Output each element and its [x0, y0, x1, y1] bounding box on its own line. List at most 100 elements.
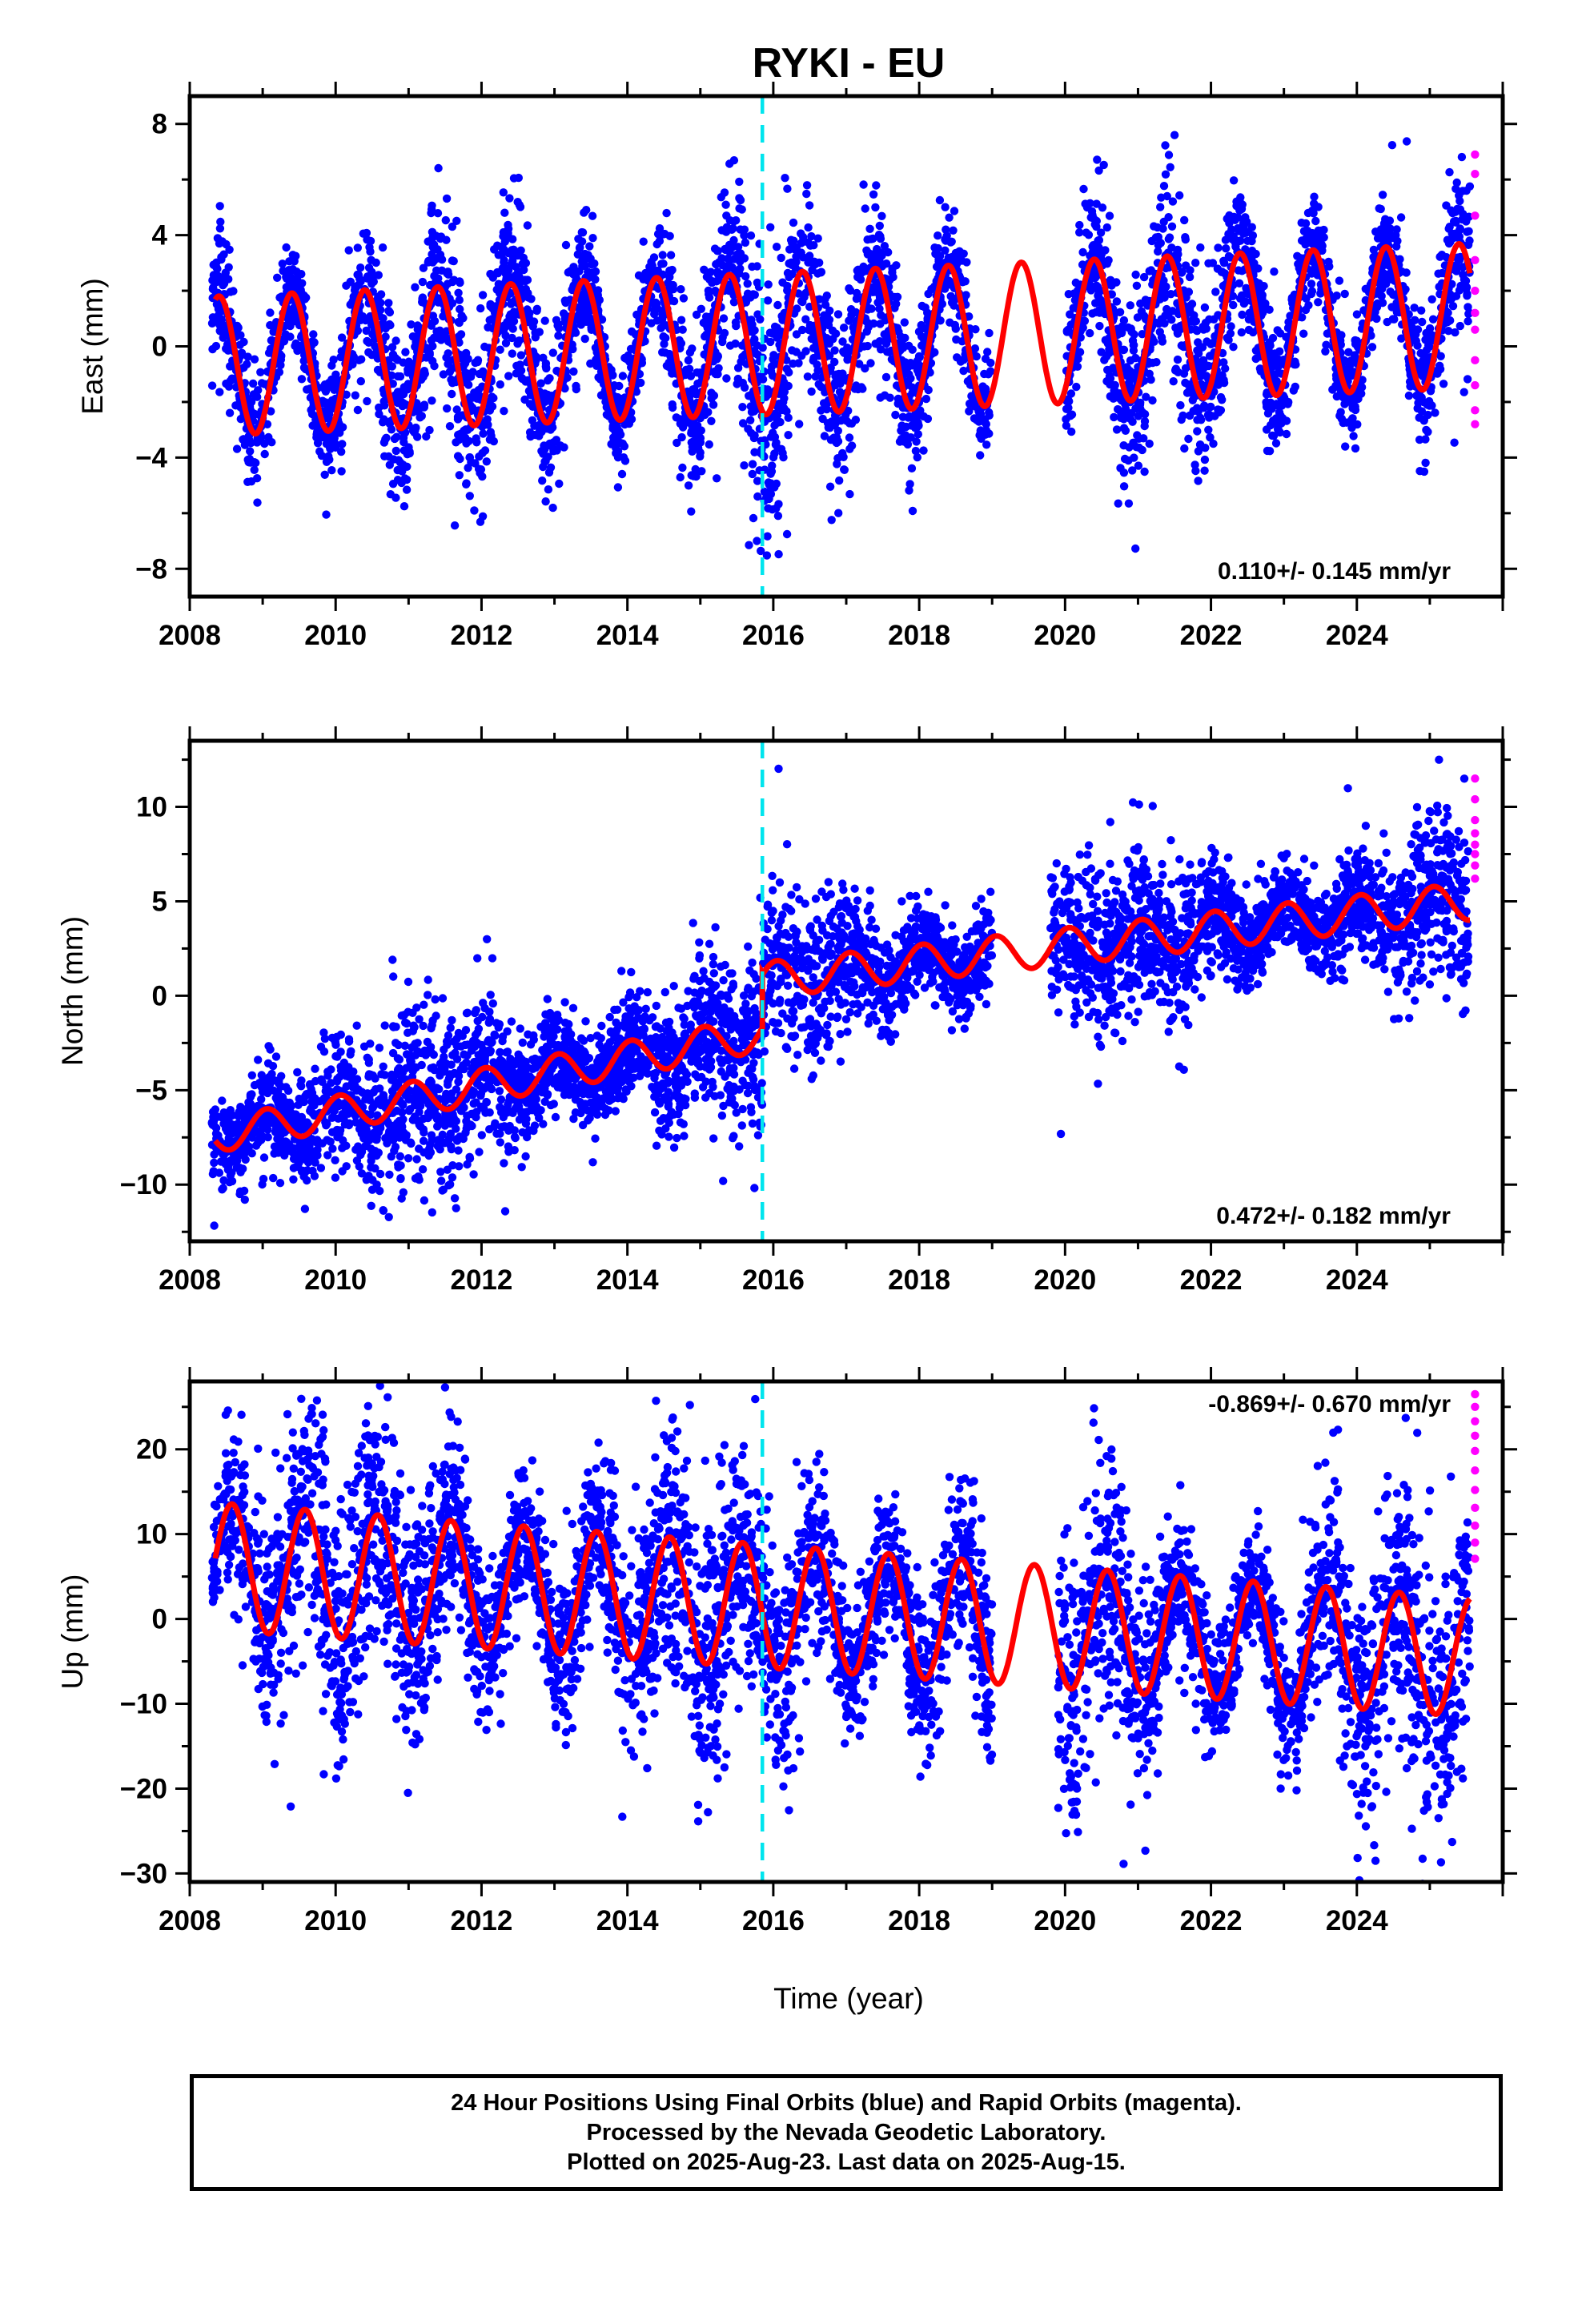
- final-point: [349, 292, 358, 301]
- final-point: [985, 328, 994, 338]
- final-point: [386, 490, 395, 499]
- final-point: [1134, 461, 1143, 470]
- final-point: [1453, 204, 1462, 213]
- final-point: [1126, 414, 1135, 424]
- final-point: [1407, 323, 1416, 332]
- final-point: [658, 251, 667, 259]
- final-point: [875, 221, 885, 231]
- final-point: [803, 372, 813, 381]
- final-point: [1197, 993, 1207, 1002]
- final-point: [877, 345, 885, 354]
- final-point: [753, 492, 762, 501]
- final-point: [540, 389, 549, 398]
- final-point: [443, 404, 452, 413]
- final-point: [411, 283, 420, 292]
- final-point: [782, 364, 791, 373]
- final-point: [905, 486, 913, 495]
- final-point: [1099, 160, 1108, 170]
- final-point: [555, 479, 564, 489]
- final-point: [832, 432, 841, 442]
- final-point: [317, 451, 327, 460]
- final-point: [1404, 391, 1414, 400]
- final-point: [877, 211, 886, 220]
- final-point: [817, 406, 825, 415]
- final-point: [1132, 281, 1142, 290]
- final-point: [478, 291, 488, 300]
- final-point: [815, 258, 824, 267]
- final-point: [1211, 332, 1219, 341]
- final-point: [1428, 315, 1438, 324]
- final-point: [1185, 272, 1195, 282]
- final-point: [1150, 222, 1158, 231]
- final-point: [687, 428, 696, 438]
- final-point: [707, 416, 716, 425]
- rapid-point: [1471, 420, 1480, 428]
- final-point: [439, 370, 448, 379]
- final-point: [1197, 360, 1206, 369]
- final-point: [689, 385, 697, 394]
- final-point: [1264, 348, 1273, 356]
- final-point: [1126, 356, 1135, 365]
- final-point: [520, 395, 529, 404]
- final-point: [445, 368, 455, 376]
- final-point: [678, 463, 687, 472]
- final-point: [846, 305, 856, 314]
- final-point: [571, 328, 580, 337]
- final-point: [484, 420, 492, 429]
- final-point: [235, 340, 244, 349]
- final-point: [847, 441, 857, 450]
- final-point: [1142, 392, 1150, 401]
- final-point: [344, 246, 353, 255]
- final-point: [542, 364, 551, 373]
- final-point: [286, 321, 295, 331]
- final-point: [462, 348, 471, 358]
- final-point: [693, 368, 701, 377]
- final-point: [959, 366, 968, 376]
- final-point: [662, 361, 672, 370]
- final-point: [1243, 217, 1251, 227]
- final-point: [830, 346, 839, 355]
- final-point: [452, 405, 461, 414]
- final-point: [454, 288, 463, 297]
- final-point: [351, 391, 359, 400]
- final-point: [1178, 411, 1187, 420]
- final-point: [919, 412, 929, 421]
- final-point: [591, 275, 600, 284]
- final-point: [763, 532, 772, 541]
- final-point: [1155, 328, 1165, 336]
- final-point: [825, 482, 835, 491]
- final-point: [906, 359, 915, 368]
- final-point: [783, 184, 792, 193]
- final-point: [1112, 297, 1122, 306]
- final-point: [1270, 400, 1279, 410]
- final-point: [484, 323, 492, 332]
- final-point: [780, 378, 789, 387]
- final-point: [359, 229, 367, 238]
- final-point: [893, 324, 902, 332]
- final-point: [917, 341, 926, 350]
- final-point: [433, 294, 442, 303]
- final-point: [733, 243, 743, 251]
- final-point: [363, 396, 371, 406]
- final-point: [845, 489, 854, 499]
- final-point: [301, 364, 310, 374]
- final-point: [580, 208, 588, 217]
- final-point: [1314, 203, 1323, 211]
- final-point: [256, 368, 265, 376]
- final-point: [416, 413, 424, 422]
- final-point: [719, 314, 729, 323]
- final-point: [1229, 176, 1239, 185]
- final-point: [1341, 442, 1350, 451]
- final-point: [1154, 232, 1163, 242]
- final-point: [1439, 380, 1448, 388]
- final-point: [472, 438, 481, 447]
- final-point: [1369, 245, 1379, 255]
- final-point: [717, 254, 726, 263]
- final-point: [444, 360, 452, 368]
- final-point: [1107, 290, 1117, 299]
- final-point: [400, 502, 409, 511]
- final-point: [700, 265, 709, 274]
- final-point: [453, 452, 463, 460]
- final-point: [729, 235, 738, 245]
- final-point: [504, 372, 513, 380]
